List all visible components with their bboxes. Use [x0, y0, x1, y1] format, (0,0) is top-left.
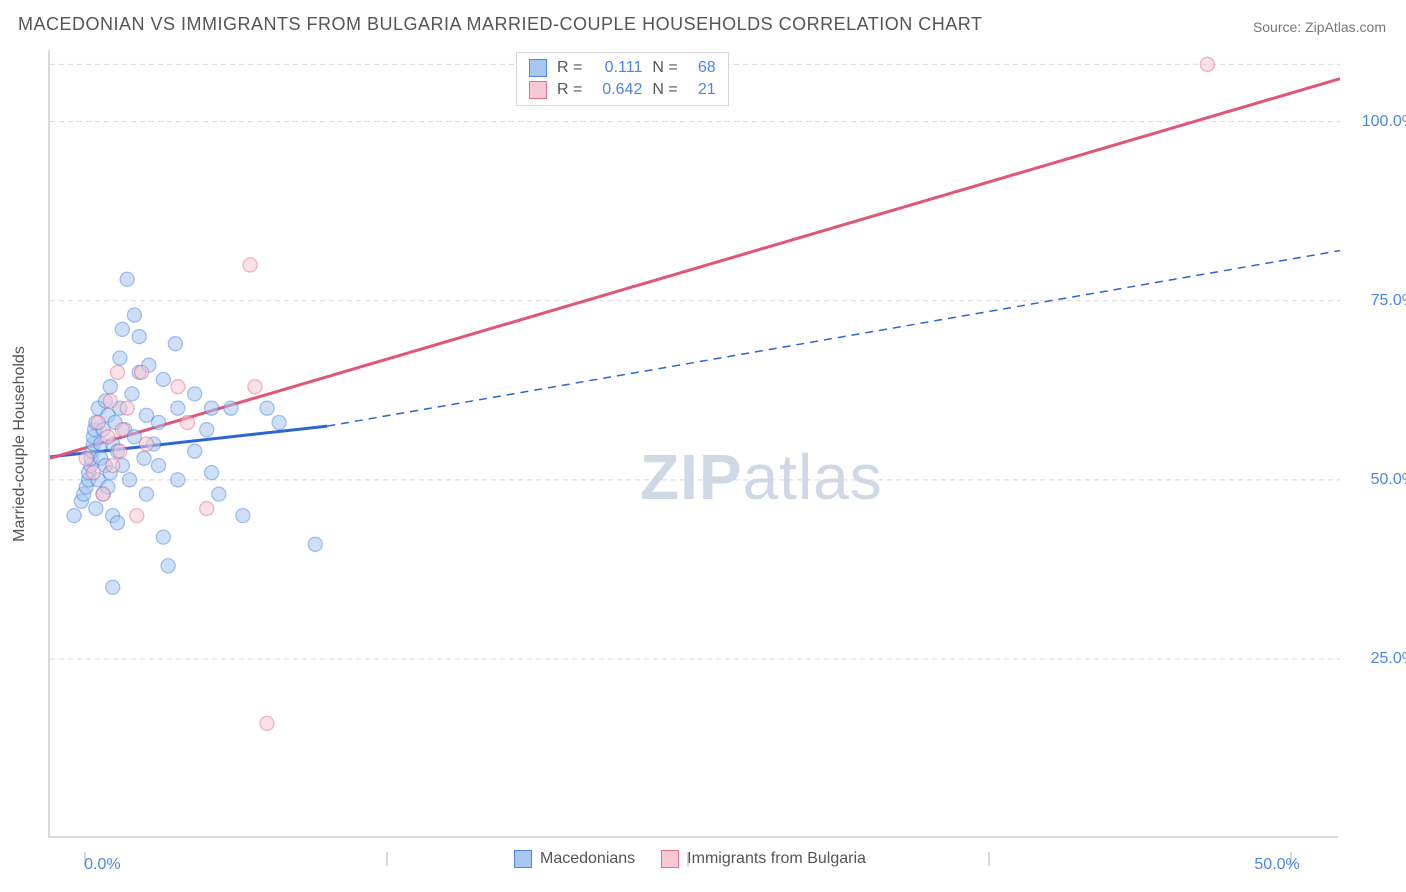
plot-container: Married-couple Households ZIPatlas R = 0…	[48, 50, 1386, 838]
legend-item-pink: Immigrants from Bulgaria	[661, 850, 866, 868]
swatch-blue-icon	[529, 59, 547, 77]
stats-legend: R = 0.111 N = 68 R = 0.642 N = 21	[516, 52, 729, 106]
swatch-blue-icon	[514, 850, 532, 868]
y-tick-label: 75.0%	[1346, 292, 1406, 310]
swatch-pink-icon	[529, 81, 547, 99]
n-value-blue: 68	[688, 59, 716, 77]
stats-row-pink: R = 0.642 N = 21	[529, 79, 716, 101]
r-value-pink: 0.642	[592, 81, 642, 99]
y-tick-label: 100.0%	[1346, 113, 1406, 131]
legend-item-blue: Macedonians	[514, 850, 635, 868]
swatch-pink-icon	[661, 850, 679, 868]
legend-label-blue: Macedonians	[540, 850, 635, 868]
x-tick-label: 50.0%	[1240, 856, 1300, 874]
header-bar: MACEDONIAN VS IMMIGRANTS FROM BULGARIA M…	[0, 0, 1406, 43]
n-value-pink: 21	[688, 81, 716, 99]
chart-title: MACEDONIAN VS IMMIGRANTS FROM BULGARIA M…	[18, 14, 982, 35]
x-tick-label: 0.0%	[84, 856, 120, 874]
y-tick-label: 25.0%	[1346, 650, 1406, 668]
r-value-blue: 0.111	[592, 59, 642, 77]
stats-row-blue: R = 0.111 N = 68	[529, 57, 716, 79]
legend-label-pink: Immigrants from Bulgaria	[687, 850, 866, 868]
y-tick-label: 50.0%	[1346, 471, 1406, 489]
y-axis-label: Married-couple Households	[11, 346, 29, 542]
chart-svg	[50, 50, 1340, 838]
plot-area: ZIPatlas R = 0.111 N = 68 R = 0.642 N = …	[48, 50, 1338, 838]
series-legend: Macedonians Immigrants from Bulgaria	[514, 850, 866, 868]
source-label: Source: ZipAtlas.com	[1253, 19, 1386, 35]
